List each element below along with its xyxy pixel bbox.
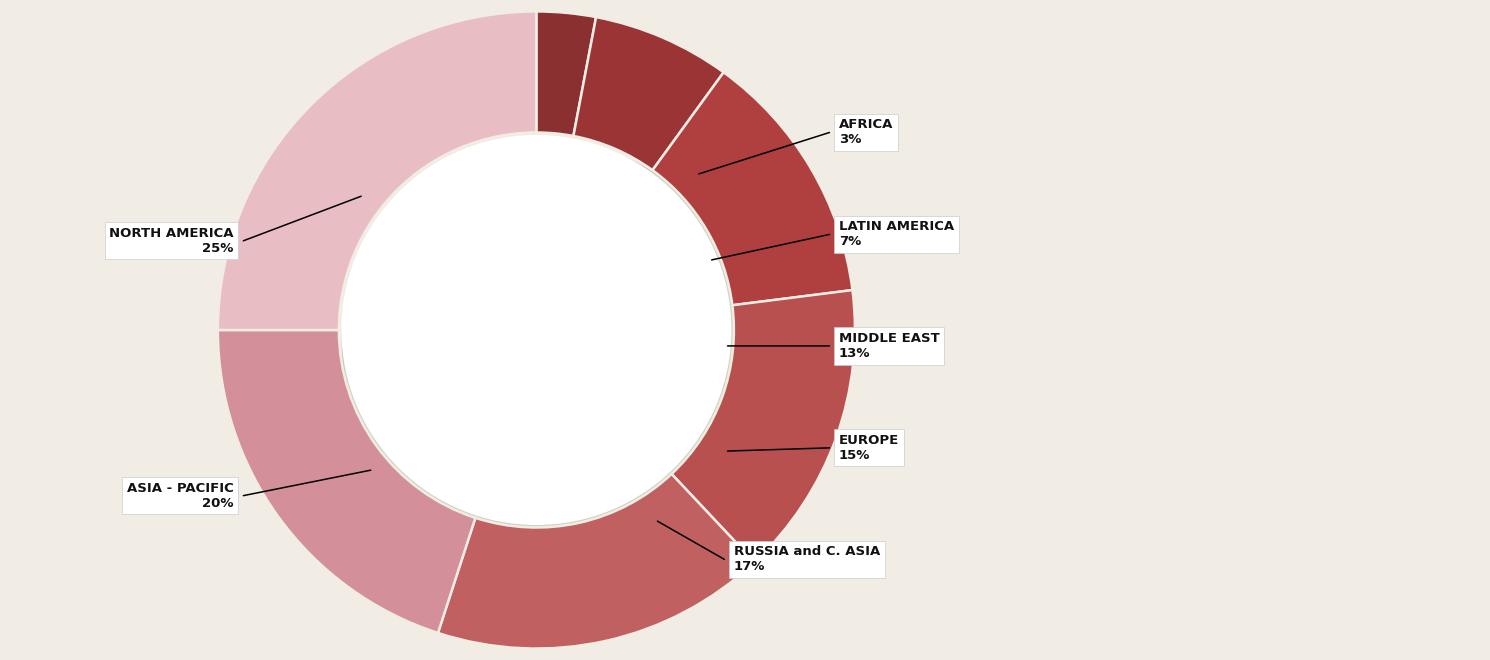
Text: MIDDLE EAST
13%: MIDDLE EAST 13% bbox=[839, 332, 940, 360]
Wedge shape bbox=[536, 11, 596, 136]
Circle shape bbox=[343, 136, 730, 524]
Text: EUROPE
15%: EUROPE 15% bbox=[839, 434, 900, 462]
Text: RUSSIA and C. ASIA
17%: RUSSIA and C. ASIA 17% bbox=[735, 545, 881, 574]
Text: NORTH AMERICA
25%: NORTH AMERICA 25% bbox=[109, 227, 234, 255]
Wedge shape bbox=[438, 474, 754, 649]
Text: LATIN AMERICA
7%: LATIN AMERICA 7% bbox=[839, 220, 954, 248]
Wedge shape bbox=[574, 17, 724, 170]
Text: AFRICA
3%: AFRICA 3% bbox=[839, 119, 894, 147]
Wedge shape bbox=[218, 11, 536, 330]
Wedge shape bbox=[218, 330, 475, 633]
Circle shape bbox=[343, 141, 746, 545]
Wedge shape bbox=[653, 73, 852, 305]
Wedge shape bbox=[672, 290, 855, 562]
Text: ASIA - PACIFIC
20%: ASIA - PACIFIC 20% bbox=[127, 482, 234, 510]
